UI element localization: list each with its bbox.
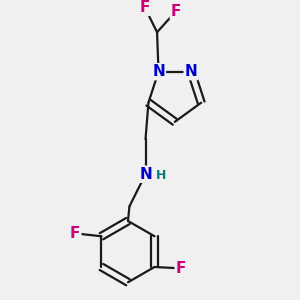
Text: F: F xyxy=(176,261,186,276)
Text: F: F xyxy=(70,226,80,241)
Text: H: H xyxy=(155,169,166,182)
Text: N: N xyxy=(139,167,152,182)
Text: F: F xyxy=(171,4,181,19)
Text: N: N xyxy=(185,64,197,79)
Text: F: F xyxy=(140,0,150,15)
Text: N: N xyxy=(152,64,165,79)
